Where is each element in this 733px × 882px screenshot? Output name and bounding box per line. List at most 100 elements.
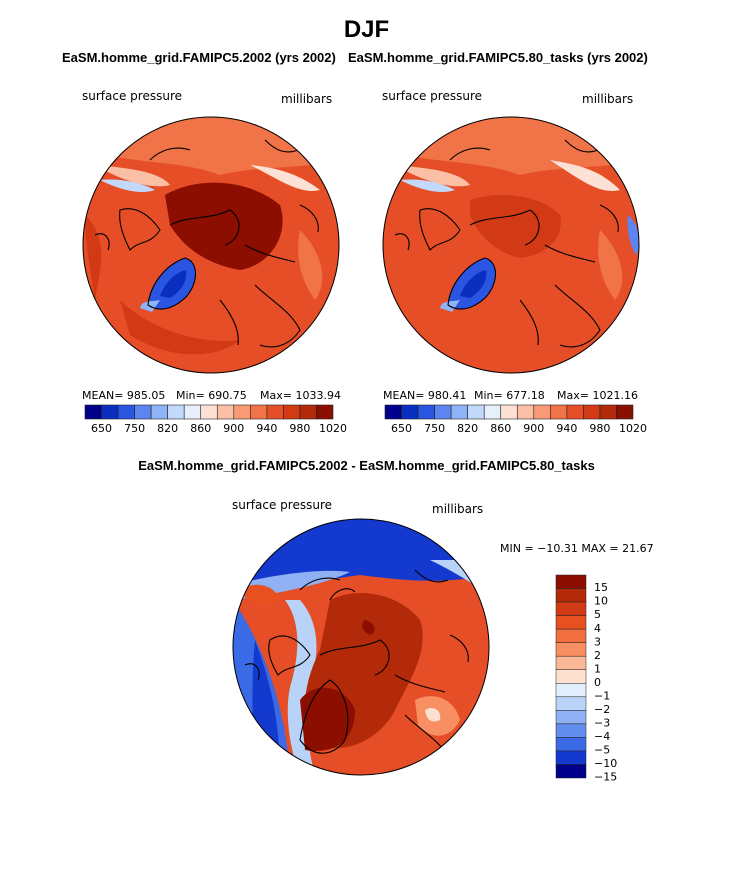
panel3-colorbar-tick-label: 2	[594, 649, 601, 662]
panel1-colorbar-tick-label: 820	[157, 422, 178, 435]
panel1-colorbar-swatch	[266, 404, 284, 420]
panel3-colorbar-tick-label: −1	[594, 689, 610, 702]
panel3-colorbar-tick-label: 3	[594, 635, 601, 648]
panel3-colorbar-swatch	[555, 669, 587, 684]
panel1-title: EaSM.homme_grid.FAMIPC5.2002 (yrs 2002)	[62, 50, 336, 65]
panel1-mean: MEAN= 985.05	[82, 389, 166, 402]
panel2-colorbar-tick-label: 750	[424, 422, 445, 435]
panel3-colorbar-swatch	[555, 750, 587, 765]
panel1-colorbar-swatch	[299, 404, 317, 420]
panel2-colorbar-swatch	[583, 404, 601, 420]
panel1-max: Max= 1033.94	[260, 389, 341, 402]
panel3-colorbar-tick-label: −4	[594, 730, 610, 743]
panel3-colorbar-swatch	[555, 723, 587, 738]
panel3-colorbar-tick-label: −10	[594, 757, 617, 770]
panel3-colorbar-swatch	[555, 628, 587, 643]
panel3-colorbar-tick-label: 5	[594, 608, 601, 621]
panel2-mean: MEAN= 980.41	[383, 389, 467, 402]
panel3-colorbar-tick-label: 4	[594, 622, 601, 635]
panel3-colorbar-swatch	[555, 696, 587, 711]
panel2-colorbar-tick-label: 980	[589, 422, 610, 435]
panel2-title: EaSM.homme_grid.FAMIPC5.80_tasks (yrs 20…	[348, 50, 648, 65]
panel3-title: EaSM.homme_grid.FAMIPC5.2002 - EaSM.homm…	[138, 458, 595, 473]
panel3-colorbar-tick-label: −5	[594, 744, 610, 757]
panel2-units-label: millibars	[582, 92, 634, 106]
panel1-variable-label: surface pressure	[82, 89, 182, 103]
panel3-minmax: MIN = −10.31 MAX = 21.67	[500, 542, 654, 555]
panel2-colorbar-swatch	[384, 404, 402, 420]
panel2-min: Min= 677.18	[474, 389, 545, 402]
panel1-colorbar-swatch	[250, 404, 268, 420]
panel1-colorbar-swatch	[150, 404, 168, 420]
panel1-colorbar: 650 750 820 860 900 940 980 1020	[84, 404, 347, 435]
panel3-map-border	[232, 518, 490, 776]
figure-title: DJF	[343, 16, 390, 43]
panel3-colorbar-swatch	[555, 683, 587, 698]
panel3-colorbar-swatch	[555, 655, 587, 670]
panel1-colorbar-tick-label: 900	[223, 422, 244, 435]
panel3-colorbar-swatch	[555, 642, 587, 657]
panel3-variable-label: surface pressure	[232, 498, 332, 512]
panel2-map	[383, 117, 639, 373]
panel2-colorbar-swatch	[550, 404, 568, 420]
panel3-colorbar-swatch	[555, 601, 587, 616]
panel2-colorbar-swatch	[616, 404, 634, 420]
panel3-map	[233, 519, 489, 775]
panel2-colorbar-swatch	[599, 404, 617, 420]
panel2-colorbar-tick-label: 940	[556, 422, 577, 435]
panel2-max: Max= 1021.16	[557, 389, 638, 402]
panel3-colorbar-tick-label: −2	[594, 703, 610, 716]
panel1-colorbar-swatch	[200, 404, 218, 420]
panel1-colorbar-swatch	[84, 404, 102, 420]
panel2-colorbar-swatch	[401, 404, 419, 420]
panel1-colorbar-swatch	[134, 404, 152, 420]
panel2-variable-label: surface pressure	[382, 89, 482, 103]
panel1-map	[83, 117, 339, 373]
panel1-colorbar-swatch	[233, 404, 251, 420]
panel2-colorbar-tick-label: 900	[523, 422, 544, 435]
panel1-colorbar-swatch	[117, 404, 135, 420]
panel1-colorbar-tick-label: 860	[190, 422, 211, 435]
panel3-colorbar-tick-label: 0	[594, 676, 601, 689]
panel1-colorbar-tick-label: 980	[289, 422, 310, 435]
panel3-colorbar-swatch	[555, 710, 587, 725]
panel1-colorbar-tick-label: 940	[256, 422, 277, 435]
panel1-colorbar-swatch	[167, 404, 185, 420]
panel2-colorbar-swatch	[417, 404, 435, 420]
panel3-units-label: millibars	[432, 502, 484, 516]
panel1-map-border	[82, 116, 340, 374]
panel2-colorbar-swatch	[566, 404, 584, 420]
panel1-colorbar-tick-label: 1020	[319, 422, 347, 435]
panel1-colorbar-tick-label: 750	[124, 422, 145, 435]
panel2-colorbar-tick-label: 1020	[619, 422, 647, 435]
panel2-colorbar-swatch	[483, 404, 502, 420]
panel3-colorbar-tick-label: 1	[594, 662, 601, 675]
panel2-colorbar-swatch	[500, 404, 518, 420]
panel1-colorbar-swatch	[216, 404, 235, 420]
panel3-colorbar-swatch	[555, 588, 587, 603]
panel2-colorbar-swatch	[533, 404, 551, 420]
panel1-colorbar-swatch	[283, 404, 301, 420]
panel2-colorbar-swatch	[467, 404, 485, 420]
panel3-colorbar-swatch	[555, 737, 587, 752]
panel1-min: Min= 690.75	[176, 389, 247, 402]
panel2-colorbar-swatch	[434, 404, 452, 420]
panel1-colorbar-swatch	[316, 404, 334, 420]
panel3-colorbar-tick-label: 10	[594, 595, 608, 608]
panel3-colorbar-tick-label: −15	[594, 771, 617, 784]
panel3-colorbar-swatch	[555, 574, 587, 589]
panel1-units-label: millibars	[281, 92, 333, 106]
panel2-map-border	[382, 116, 640, 374]
panel2-colorbar-tick-label: 820	[457, 422, 478, 435]
panel2-colorbar-tick-label: 650	[391, 422, 412, 435]
panel3-colorbar-tick-label: 15	[594, 581, 608, 594]
panel2-colorbar: 650 750 820 860 900 940 980 1020	[384, 404, 647, 435]
panel3-colorbar-tick-label: −3	[594, 717, 610, 730]
panel2-colorbar-swatch	[516, 404, 535, 420]
panel2-colorbar-swatch	[450, 404, 468, 420]
panel1-colorbar-swatch	[101, 404, 119, 420]
panel2-colorbar-tick-label: 860	[490, 422, 511, 435]
panel3-colorbar-swatch	[555, 615, 587, 630]
